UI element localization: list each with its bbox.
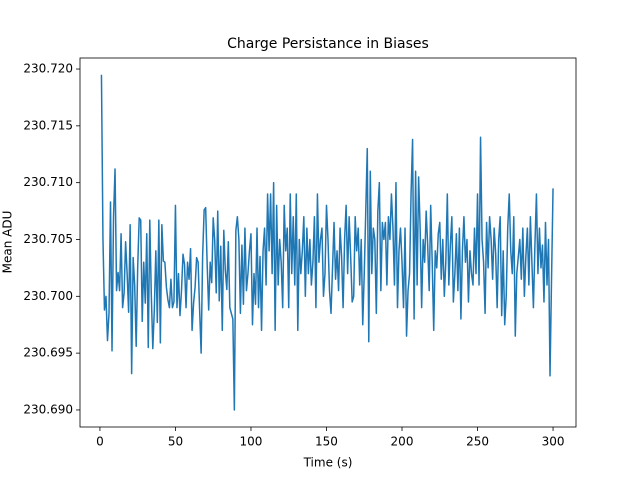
x-tick-label: 250 xyxy=(466,435,489,449)
x-tick-label: 50 xyxy=(168,435,183,449)
y-tick-label: 230.695 xyxy=(23,346,73,360)
y-tick-label: 230.705 xyxy=(23,232,73,246)
plot-frame xyxy=(79,57,577,428)
x-tick-label: 300 xyxy=(542,435,565,449)
x-tick-label: 200 xyxy=(391,435,414,449)
chart-title: Charge Persistance in Biases xyxy=(227,36,429,52)
y-axis-label: Mean ADU xyxy=(1,211,15,274)
y-tick-label: 230.715 xyxy=(23,118,73,132)
data-line xyxy=(100,74,554,411)
y-tick-label: 230.720 xyxy=(23,62,73,76)
x-tick-label: 100 xyxy=(240,435,263,449)
x-axis-label: Time (s) xyxy=(303,456,353,470)
y-tick-label: 230.700 xyxy=(23,289,73,303)
x-tick-label: 0 xyxy=(96,435,104,449)
y-tick-label: 230.690 xyxy=(23,402,73,416)
y-tick-label: 230.710 xyxy=(23,175,73,189)
x-tick-label: 150 xyxy=(315,435,338,449)
